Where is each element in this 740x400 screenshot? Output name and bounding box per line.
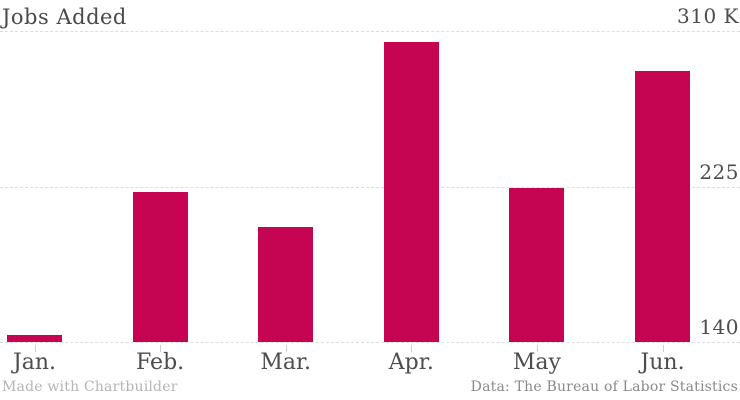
x-tick bbox=[34, 345, 36, 352]
x-tick bbox=[285, 345, 287, 352]
x-axis-label: Apr. bbox=[388, 350, 434, 375]
gridline bbox=[0, 342, 740, 343]
gridline bbox=[0, 186, 740, 188]
x-tick bbox=[536, 345, 538, 352]
data-source-credit: Data: The Bureau of Labor Statistics bbox=[470, 379, 738, 395]
x-axis-label: May bbox=[512, 350, 561, 375]
bar-feb bbox=[132, 191, 188, 342]
bar-apr bbox=[383, 41, 439, 342]
x-tick bbox=[662, 345, 664, 352]
x-axis-label: Mar. bbox=[260, 350, 312, 375]
y-tick-label: 310 K bbox=[677, 4, 739, 28]
chartbuilder-credit: Made with Chartbuilder bbox=[2, 379, 178, 395]
bar-jun bbox=[635, 71, 690, 342]
bar-may bbox=[509, 188, 565, 342]
x-axis-label: Jan. bbox=[12, 350, 57, 375]
x-tick bbox=[411, 345, 413, 352]
gridline bbox=[0, 31, 740, 32]
x-axis-label: Feb. bbox=[136, 350, 185, 375]
y-tick-label: 225 bbox=[699, 159, 739, 184]
bar-mar bbox=[258, 226, 314, 342]
x-tick bbox=[160, 345, 162, 352]
bar-jan bbox=[7, 334, 62, 342]
y-tick-label: 140 bbox=[699, 315, 739, 339]
chart-title: Jobs Added bbox=[2, 5, 127, 29]
x-axis-label: Jun. bbox=[640, 350, 685, 375]
